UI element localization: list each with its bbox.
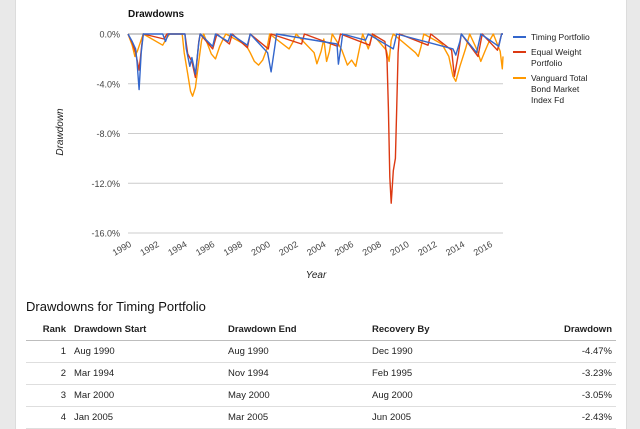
- cell-recovery: Jun 2005: [368, 406, 516, 429]
- chart-gridlines: [128, 33, 503, 234]
- cell-start: Mar 1994: [70, 362, 224, 385]
- cell-end: Aug 1990: [224, 340, 368, 363]
- cell-recovery: Aug 2000: [368, 384, 516, 407]
- table-row: 1 Aug 1990 Aug 1990 Dec 1990 -4.47%: [26, 340, 616, 363]
- y-tick-label: -4.0%: [96, 79, 120, 89]
- cell-end: Nov 1994: [224, 362, 368, 385]
- x-tick-label: 2016: [472, 239, 494, 258]
- x-tick-label: 1998: [222, 239, 244, 258]
- cell-drawdown: -3.05%: [516, 384, 616, 407]
- drawdowns-chart: Drawdowns 0.0% -4.0% -8.0% -12.0% -16.0% 199…: [55, 9, 590, 281]
- cell-drawdown: -3.23%: [516, 362, 616, 385]
- col-header-recovery: Recovery By: [368, 320, 516, 341]
- col-header-drawdown: Drawdown: [516, 320, 616, 341]
- x-tick-label: 1992: [138, 239, 160, 258]
- legend-label: Vanguard Total Bond Market Index Fd: [531, 73, 588, 105]
- cell-end: May 2000: [224, 384, 368, 407]
- series-line-0: [127, 33, 503, 91]
- cell-drawdown: -4.47%: [516, 340, 616, 363]
- x-tick-label: 1990: [111, 239, 133, 258]
- x-axis-ticks: 1990 1992 1994 1996 1998 2000 2002 2004 2006 2008…: [111, 239, 494, 258]
- col-header-end: Drawdown End: [224, 320, 368, 341]
- y-axis-ticks: 0.0% -4.0% -8.0% -12.0% -16.0%: [91, 30, 120, 239]
- cell-start: Mar 2000: [70, 384, 224, 407]
- x-tick-label: 1994: [166, 239, 188, 258]
- x-axis-label: Year: [306, 270, 327, 281]
- x-tick-label: 2008: [361, 239, 383, 258]
- chart-legend: Timing Portfolio Equal Weight Portfolio Van…: [513, 32, 590, 105]
- x-tick-label: 2010: [388, 239, 410, 258]
- x-tick-label: 2000: [250, 239, 272, 258]
- series-line-2: [127, 33, 504, 97]
- cell-start: Aug 1990: [70, 340, 224, 363]
- cell-drawdown: -2.43%: [516, 406, 616, 429]
- cell-start: Jan 2005: [70, 406, 224, 429]
- cell-rank: 3: [26, 384, 70, 407]
- x-tick-label: 2002: [277, 239, 299, 258]
- cell-rank: 4: [26, 406, 70, 429]
- x-tick-label: 2006: [333, 239, 355, 258]
- cell-recovery: Feb 1995: [368, 362, 516, 385]
- chart-title: Drawdowns: [128, 9, 185, 20]
- table-row: 4 Jan 2005 Mar 2005 Jun 2005 -2.43%: [26, 406, 616, 429]
- col-header-rank: Rank: [26, 320, 70, 341]
- table-header-row: Rank Drawdown Start Drawdown End Recover…: [26, 320, 616, 341]
- x-tick-label: 2012: [416, 239, 438, 258]
- table-title: Drawdowns for Timing Portfolio: [26, 299, 206, 314]
- cell-end: Mar 2005: [224, 406, 368, 429]
- drawdowns-table: Rank Drawdown Start Drawdown End Recover…: [26, 320, 616, 429]
- cell-recovery: Dec 1990: [368, 340, 516, 363]
- y-tick-label: -12.0%: [91, 179, 120, 189]
- table-row: 2 Mar 1994 Nov 1994 Feb 1995 -3.23%: [26, 362, 616, 385]
- y-tick-label: -8.0%: [96, 129, 120, 139]
- legend-label: Timing Portfolio: [531, 32, 590, 42]
- cell-rank: 2: [26, 362, 70, 385]
- x-tick-label: 2014: [444, 239, 466, 258]
- y-tick-label: 0.0%: [99, 30, 120, 40]
- series-lines: [127, 33, 504, 204]
- table-row: 3 Mar 2000 May 2000 Aug 2000 -3.05%: [26, 384, 616, 407]
- y-axis-label: Drawdown: [55, 108, 66, 156]
- x-tick-label: 2004: [305, 239, 327, 258]
- col-header-start: Drawdown Start: [70, 320, 224, 341]
- legend-label: Equal Weight Portfolio: [531, 47, 582, 68]
- x-tick-label: 1996: [194, 239, 216, 258]
- y-tick-label: -16.0%: [91, 229, 120, 239]
- cell-rank: 1: [26, 340, 70, 363]
- report-card: Drawdowns 0.0% -4.0% -8.0% -12.0% -16.0% 199…: [15, 0, 627, 429]
